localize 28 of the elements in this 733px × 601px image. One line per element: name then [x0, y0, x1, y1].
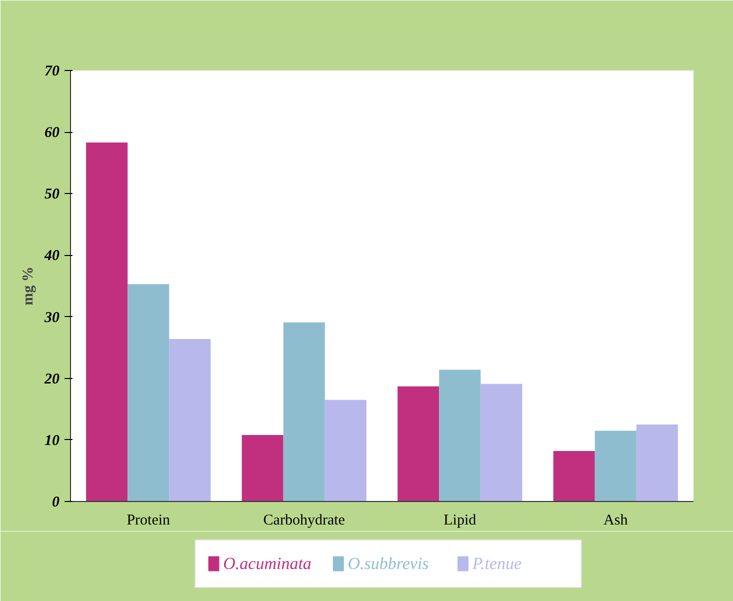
legend-label: P.tenue [471, 554, 522, 574]
y-tick-label: 10 [44, 432, 60, 449]
bar [128, 284, 170, 502]
bar [324, 400, 366, 502]
y-axis-title: mg % [20, 266, 36, 306]
bar [86, 142, 128, 502]
y-tick-label: 0 [52, 494, 60, 510]
legend-label: O.subbrevis [348, 554, 430, 574]
bar [553, 451, 595, 502]
y-tick-label: 20 [44, 371, 60, 388]
x-tick-label: Ash [604, 512, 628, 528]
y-tick-label: 30 [44, 310, 60, 326]
bar [636, 424, 678, 502]
bar [594, 430, 636, 502]
bar [169, 338, 211, 502]
bar [283, 322, 325, 502]
x-tick-label: Protein [126, 512, 171, 528]
legend-label: O.acuminata [223, 554, 312, 574]
bar [398, 386, 440, 502]
x-tick-label: Carbohydrate [263, 512, 346, 528]
x-tick-label: Lipid [444, 512, 477, 528]
bar [439, 370, 481, 502]
y-tick-label: 40 [44, 248, 60, 264]
y-tick-label: 50 [44, 186, 60, 203]
y-tick-label: 70 [44, 64, 60, 80]
y-tick-label: 60 [44, 125, 60, 142]
bar [242, 435, 284, 502]
bar [480, 384, 522, 502]
